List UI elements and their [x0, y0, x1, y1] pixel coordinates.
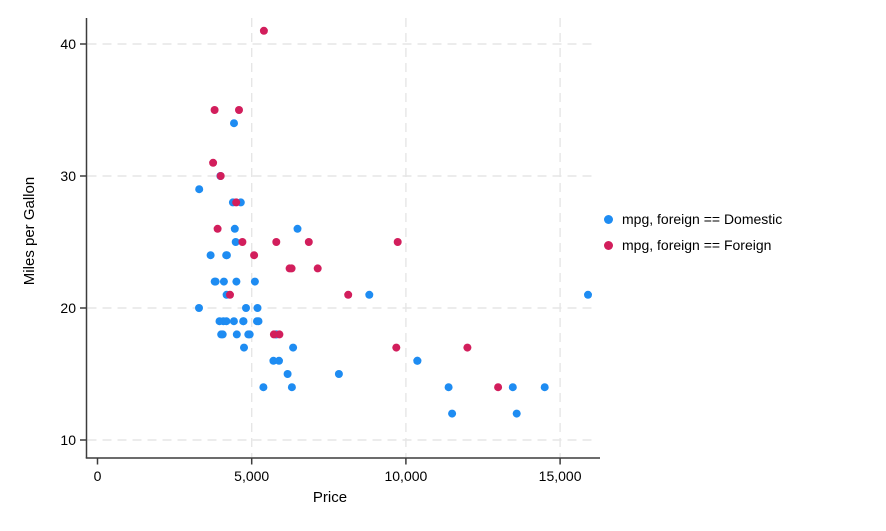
data-point-domestic — [229, 317, 238, 326]
data-point-domestic — [253, 304, 262, 312]
legend-label-foreign: mpg, foreign == Foreign — [622, 237, 772, 253]
data-point-foreign — [235, 106, 243, 114]
data-point-domestic — [293, 224, 302, 233]
data-point-foreign — [285, 264, 294, 273]
data-point-domestic — [195, 304, 203, 312]
data-point-foreign — [232, 198, 241, 207]
data-point-foreign — [250, 251, 259, 260]
data-point-domestic — [215, 317, 224, 326]
data-point-foreign — [494, 383, 503, 392]
y-axis-title: Miles per Gallon — [21, 177, 38, 285]
data-point-domestic — [512, 409, 521, 418]
data-point-domestic — [287, 383, 296, 392]
data-point-foreign — [463, 343, 472, 352]
data-point-foreign — [259, 26, 268, 35]
data-point-domestic — [195, 185, 204, 194]
data-point-domestic — [219, 277, 228, 286]
data-point-foreign — [393, 238, 402, 246]
data-point-domestic — [211, 277, 220, 286]
data-point-foreign — [269, 330, 278, 339]
data-point-domestic — [250, 277, 259, 286]
data-point-domestic — [230, 224, 239, 233]
data-point-foreign — [272, 238, 281, 246]
data-point-foreign — [209, 158, 218, 167]
y-tick-label: 10 — [60, 432, 76, 448]
legend-item-domestic: mpg, foreign == Domestic — [604, 206, 782, 232]
data-point-domestic — [242, 304, 250, 312]
data-point-domestic — [269, 356, 278, 365]
data-point-domestic — [413, 356, 422, 365]
data-point-domestic — [283, 370, 292, 378]
data-point-domestic — [222, 251, 231, 260]
data-point-foreign — [210, 106, 219, 114]
data-point-foreign — [226, 290, 234, 299]
data-points-group — [195, 26, 592, 418]
x-tick-label: 15,000 — [539, 468, 582, 484]
data-point-domestic — [232, 330, 241, 339]
data-point-domestic — [222, 317, 231, 326]
x-tick-label: 0 — [94, 468, 102, 484]
data-point-domestic — [540, 383, 549, 392]
data-point-domestic — [245, 330, 254, 339]
axes-group: 0 5,000 10,000 15,000 10 20 30 40 — [60, 18, 600, 484]
data-point-domestic — [259, 383, 268, 392]
data-point-domestic — [334, 370, 343, 378]
data-point-domestic — [231, 238, 240, 246]
data-point-foreign — [304, 238, 313, 246]
y-tick-label: 20 — [60, 300, 76, 316]
data-point-foreign — [392, 343, 401, 352]
data-point-foreign — [275, 330, 284, 339]
gridlines-group — [87, 18, 596, 457]
data-point-domestic — [275, 356, 283, 365]
data-point-foreign — [313, 264, 322, 273]
x-tick-label: 5,000 — [234, 468, 269, 484]
data-point-domestic — [239, 317, 248, 326]
y-tick-label: 40 — [60, 36, 76, 52]
data-point-domestic — [508, 383, 517, 392]
data-point-domestic — [230, 119, 238, 128]
data-point-domestic — [444, 383, 453, 392]
legend-item-foreign: mpg, foreign == Foreign — [604, 232, 782, 258]
data-point-foreign — [213, 224, 222, 233]
data-point-domestic — [448, 409, 457, 418]
data-point-domestic — [365, 290, 374, 299]
legend: mpg, foreign == Domestic mpg, foreign ==… — [604, 206, 782, 258]
data-point-domestic — [584, 290, 592, 299]
x-axis-title: Price — [313, 489, 347, 506]
foreign-marker-icon — [604, 240, 613, 250]
data-point-foreign — [216, 172, 225, 180]
data-point-domestic — [218, 330, 227, 339]
domestic-marker-icon — [604, 214, 613, 224]
data-point-foreign — [238, 238, 247, 246]
data-point-domestic — [289, 343, 298, 352]
data-point-domestic — [240, 343, 248, 352]
y-tick-label: 30 — [60, 168, 76, 184]
data-point-domestic — [232, 277, 241, 286]
legend-label-domestic: mpg, foreign == Domestic — [622, 211, 783, 227]
data-point-domestic — [206, 251, 215, 260]
x-tick-label: 10,000 — [384, 468, 427, 484]
data-point-domestic — [254, 317, 263, 326]
data-point-foreign — [344, 290, 353, 299]
